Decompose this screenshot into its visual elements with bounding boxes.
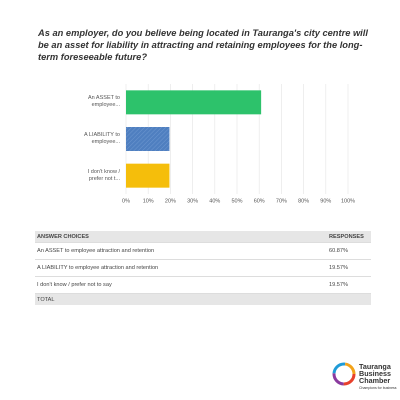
y-tick-label: I don't know / prefer not t... [87,168,120,182]
x-tick-label: 90% [320,198,331,204]
x-tick-label: 50% [231,198,242,204]
y-tick-label: An ASSET to employee... [87,95,120,109]
logo-text: Business [359,369,391,378]
results-table: ANSWER CHOICES RESPONSES An ASSET to emp… [35,231,371,305]
table-header: ANSWER CHOICES RESPONSES [35,231,371,243]
cell: 19.57% [327,276,371,294]
cell: An ASSET to employee attraction and rete… [35,242,327,260]
x-tick-label: 0% [122,198,130,204]
x-tick-label: 30% [187,198,198,204]
x-tick-label: 80% [298,198,309,204]
x-tick-label: 60% [254,198,265,204]
cell: I don't know / prefer not to say [35,276,327,294]
logo-arc [332,362,356,386]
chart-title: As an employer, do you believe being loc… [38,28,368,62]
x-tick-label: 70% [276,198,287,204]
table-row: I don't know / prefer not to say 19.57% [35,276,371,294]
x-tick-label: 20% [165,198,176,204]
cell: A LIABILITY to employee attraction and r… [35,259,327,277]
logo-tagline: Champions for business [359,386,397,390]
table-row: An ASSET to employee attraction and rete… [35,242,371,260]
cell: TOTAL [35,293,327,305]
logo-text: Tauranga [359,362,391,371]
cell [327,293,371,305]
table-row: A LIABILITY to employee attraction and r… [35,259,371,277]
x-tick-label: 40% [209,198,220,204]
logo-text: Chamber [359,376,391,385]
cell: 19.57% [327,259,371,277]
logo-arc [332,362,356,386]
bar [126,90,262,115]
x-tick-label: 100% [341,198,355,204]
bar [126,163,170,188]
header-cell: RESPONSES [327,231,371,243]
y-tick-label: A LIABILITY to employee... [84,132,120,145]
bar [126,127,170,151]
logo-mark [332,362,356,386]
logo-arc [332,362,356,386]
table-total: TOTAL [35,293,371,305]
header-cell: ANSWER CHOICES [35,231,327,243]
x-tick-label: 10% [143,198,154,204]
cell: 60.87% [327,242,371,260]
